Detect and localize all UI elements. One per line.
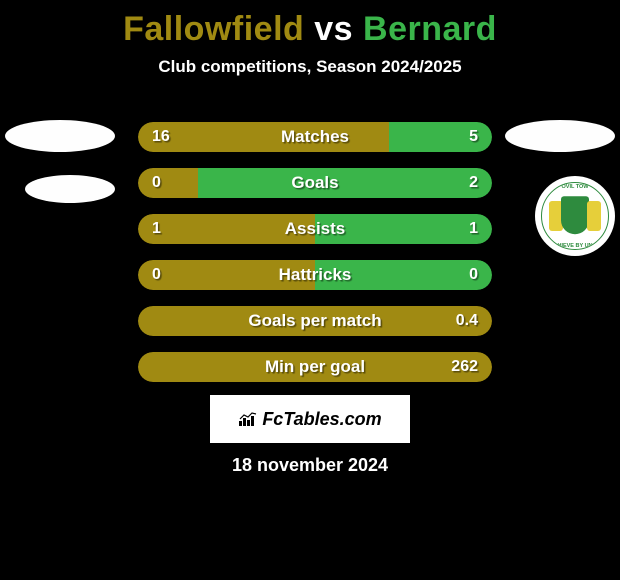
stat-row: Goals per match 0.4 — [138, 306, 492, 336]
stat-value-right: 5 — [469, 128, 478, 146]
snapshot-date: 18 november 2024 — [232, 455, 388, 476]
stat-row: Goals 0 2 — [138, 168, 492, 198]
title-vs: vs — [304, 10, 363, 48]
right-badge-1 — [505, 120, 615, 152]
club-crest: OVIL TOW HIEVE BY UN — [535, 176, 615, 256]
branding-text: FcTables.com — [262, 409, 381, 430]
stat-row: Hattricks 0 0 — [138, 260, 492, 290]
crest-text-top: OVIL TOW — [542, 184, 608, 190]
stat-label: Matches — [281, 127, 349, 147]
stat-value-left: 0 — [152, 174, 161, 192]
left-badge-1 — [5, 120, 115, 152]
branding-box: FcTables.com — [210, 395, 410, 443]
title-player2: Bernard — [363, 10, 497, 48]
stat-label: Goals — [291, 173, 338, 193]
stat-value-right: 2 — [469, 174, 478, 192]
stat-row: Assists 1 1 — [138, 214, 492, 244]
stat-label: Min per goal — [265, 357, 365, 377]
stat-row: Matches 16 5 — [138, 122, 492, 152]
stat-value-right: 0.4 — [456, 312, 478, 330]
crest-lion-right — [587, 201, 601, 231]
left-badge-2 — [25, 175, 115, 203]
subtitle: Club competitions, Season 2024/2025 — [0, 57, 620, 77]
stat-bars: Matches165Goals02Assists11Hattricks00Goa… — [138, 122, 492, 398]
stat-label: Assists — [285, 219, 345, 239]
crest-shield — [561, 196, 589, 234]
stat-value-right: 0 — [469, 266, 478, 284]
crest-text-bottom: HIEVE BY UN — [542, 243, 608, 249]
title-player1: Fallowfield — [123, 10, 304, 48]
stat-value-right: 1 — [469, 220, 478, 238]
stat-bar-right — [198, 168, 492, 198]
stat-bar-left — [138, 122, 389, 152]
stat-label: Goals per match — [248, 311, 381, 331]
stat-value-left: 0 — [152, 266, 161, 284]
stat-row: Min per goal 262 — [138, 352, 492, 382]
branding-chart-icon — [238, 411, 258, 427]
stat-bar-left — [138, 168, 198, 198]
stat-label: Hattricks — [279, 265, 352, 285]
stat-value-left: 1 — [152, 220, 161, 238]
page-title: Fallowfield vs Bernard — [0, 0, 620, 49]
stat-value-right: 262 — [451, 358, 478, 376]
stat-value-left: 16 — [152, 128, 170, 146]
